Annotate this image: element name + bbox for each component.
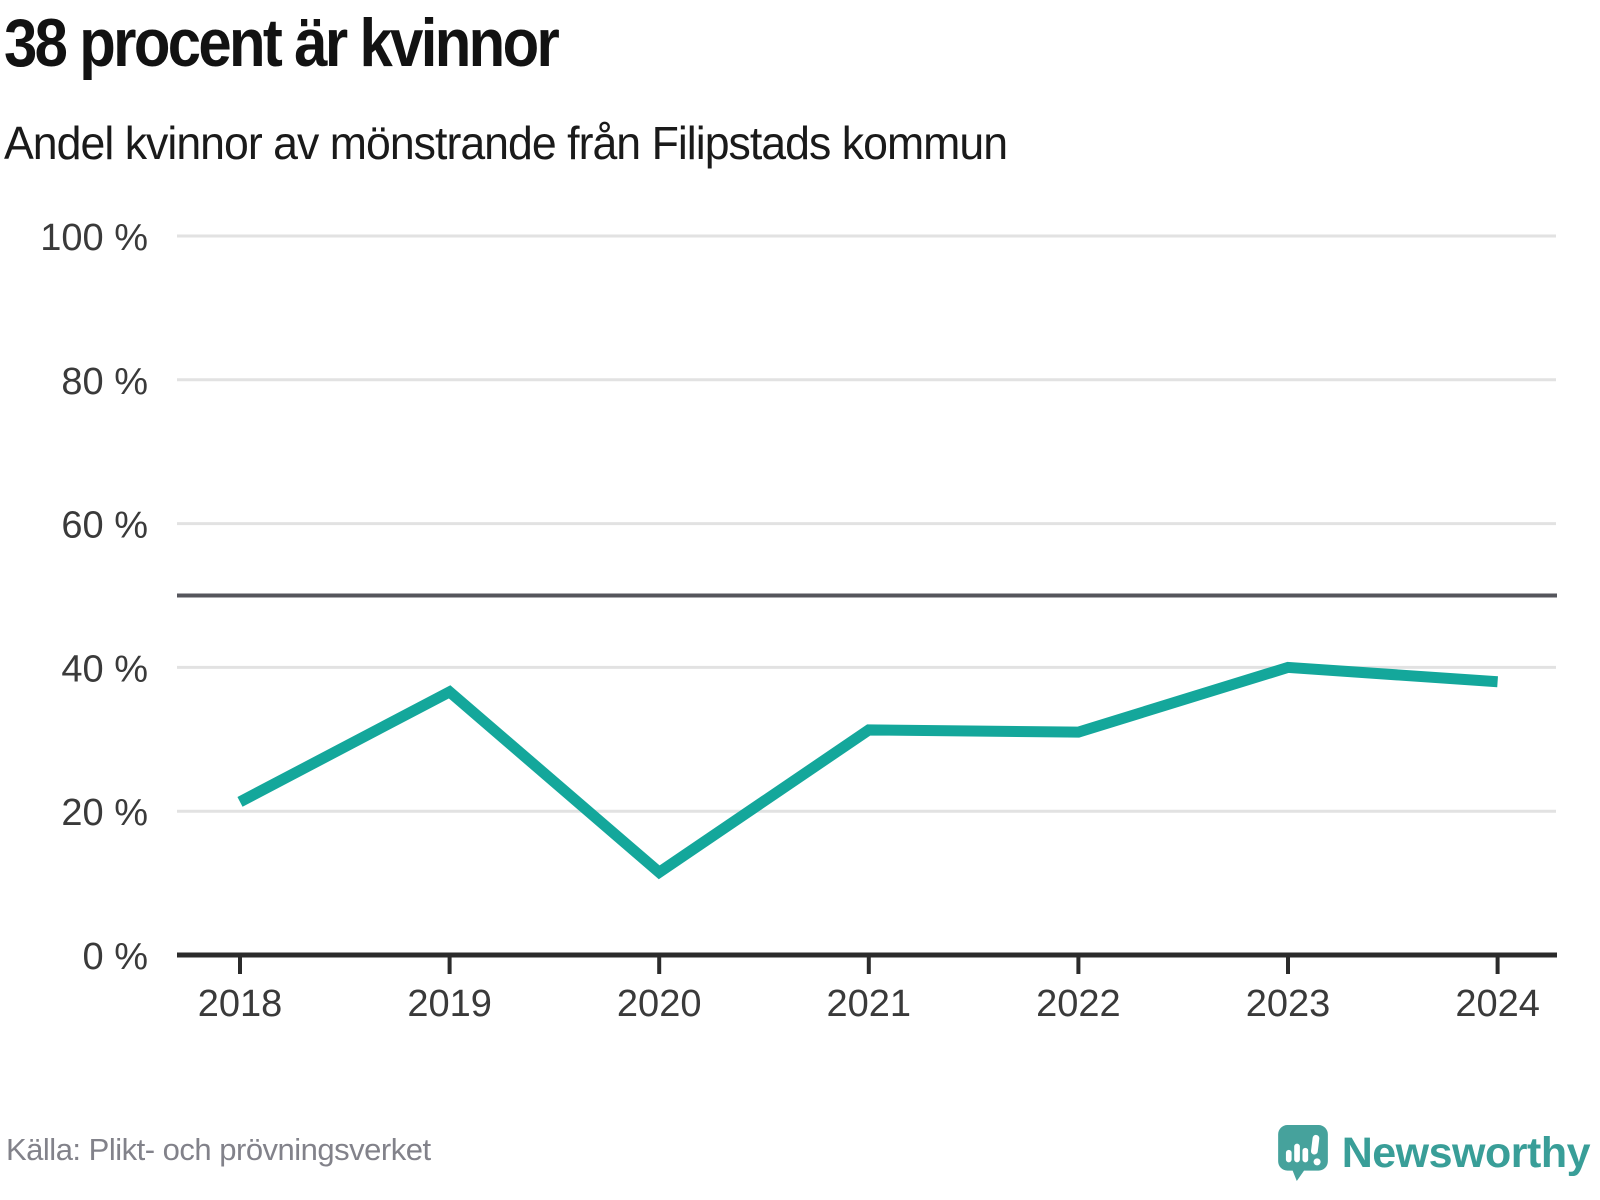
y-tick-label: 20 %: [61, 792, 148, 834]
x-tick-label: 2023: [1246, 983, 1331, 1025]
chart-title: 38 procent är kvinnor: [4, 5, 560, 81]
x-tick-label: 2020: [617, 983, 702, 1025]
logo-bar-2: [1293, 1143, 1300, 1163]
newsworthy-logo-text: Newsworthy: [1341, 1128, 1591, 1177]
y-tick-label: 100 %: [40, 217, 148, 259]
x-tick-label: 2018: [198, 983, 283, 1025]
y-tick-label: 0 %: [83, 936, 148, 978]
y-tick-label: 80 %: [61, 361, 148, 403]
newsworthy-logo-icon: [1277, 1125, 1328, 1181]
chart-subtitle: Andel kvinnor av mönstrande från Filipst…: [4, 117, 1008, 169]
source-note: Källa: Plikt- och prövningsverket: [6, 1132, 431, 1167]
logo-bar-3: [1302, 1147, 1308, 1163]
logo-exclamation-dot: [1313, 1158, 1321, 1166]
x-tick-label: 2019: [407, 983, 492, 1025]
logo-bar-1: [1285, 1149, 1292, 1163]
y-tick-label: 40 %: [61, 648, 148, 690]
series-line: [237, 661, 1498, 880]
x-tick-label: 2021: [827, 983, 912, 1025]
newsworthy-logo: Newsworthy: [1277, 1124, 1591, 1182]
y-tick-label: 60 %: [61, 505, 148, 547]
x-tick-label: 2022: [1036, 983, 1121, 1025]
logo-exclamation-bar: [1310, 1134, 1320, 1155]
x-tick-label: 2024: [1455, 983, 1540, 1025]
